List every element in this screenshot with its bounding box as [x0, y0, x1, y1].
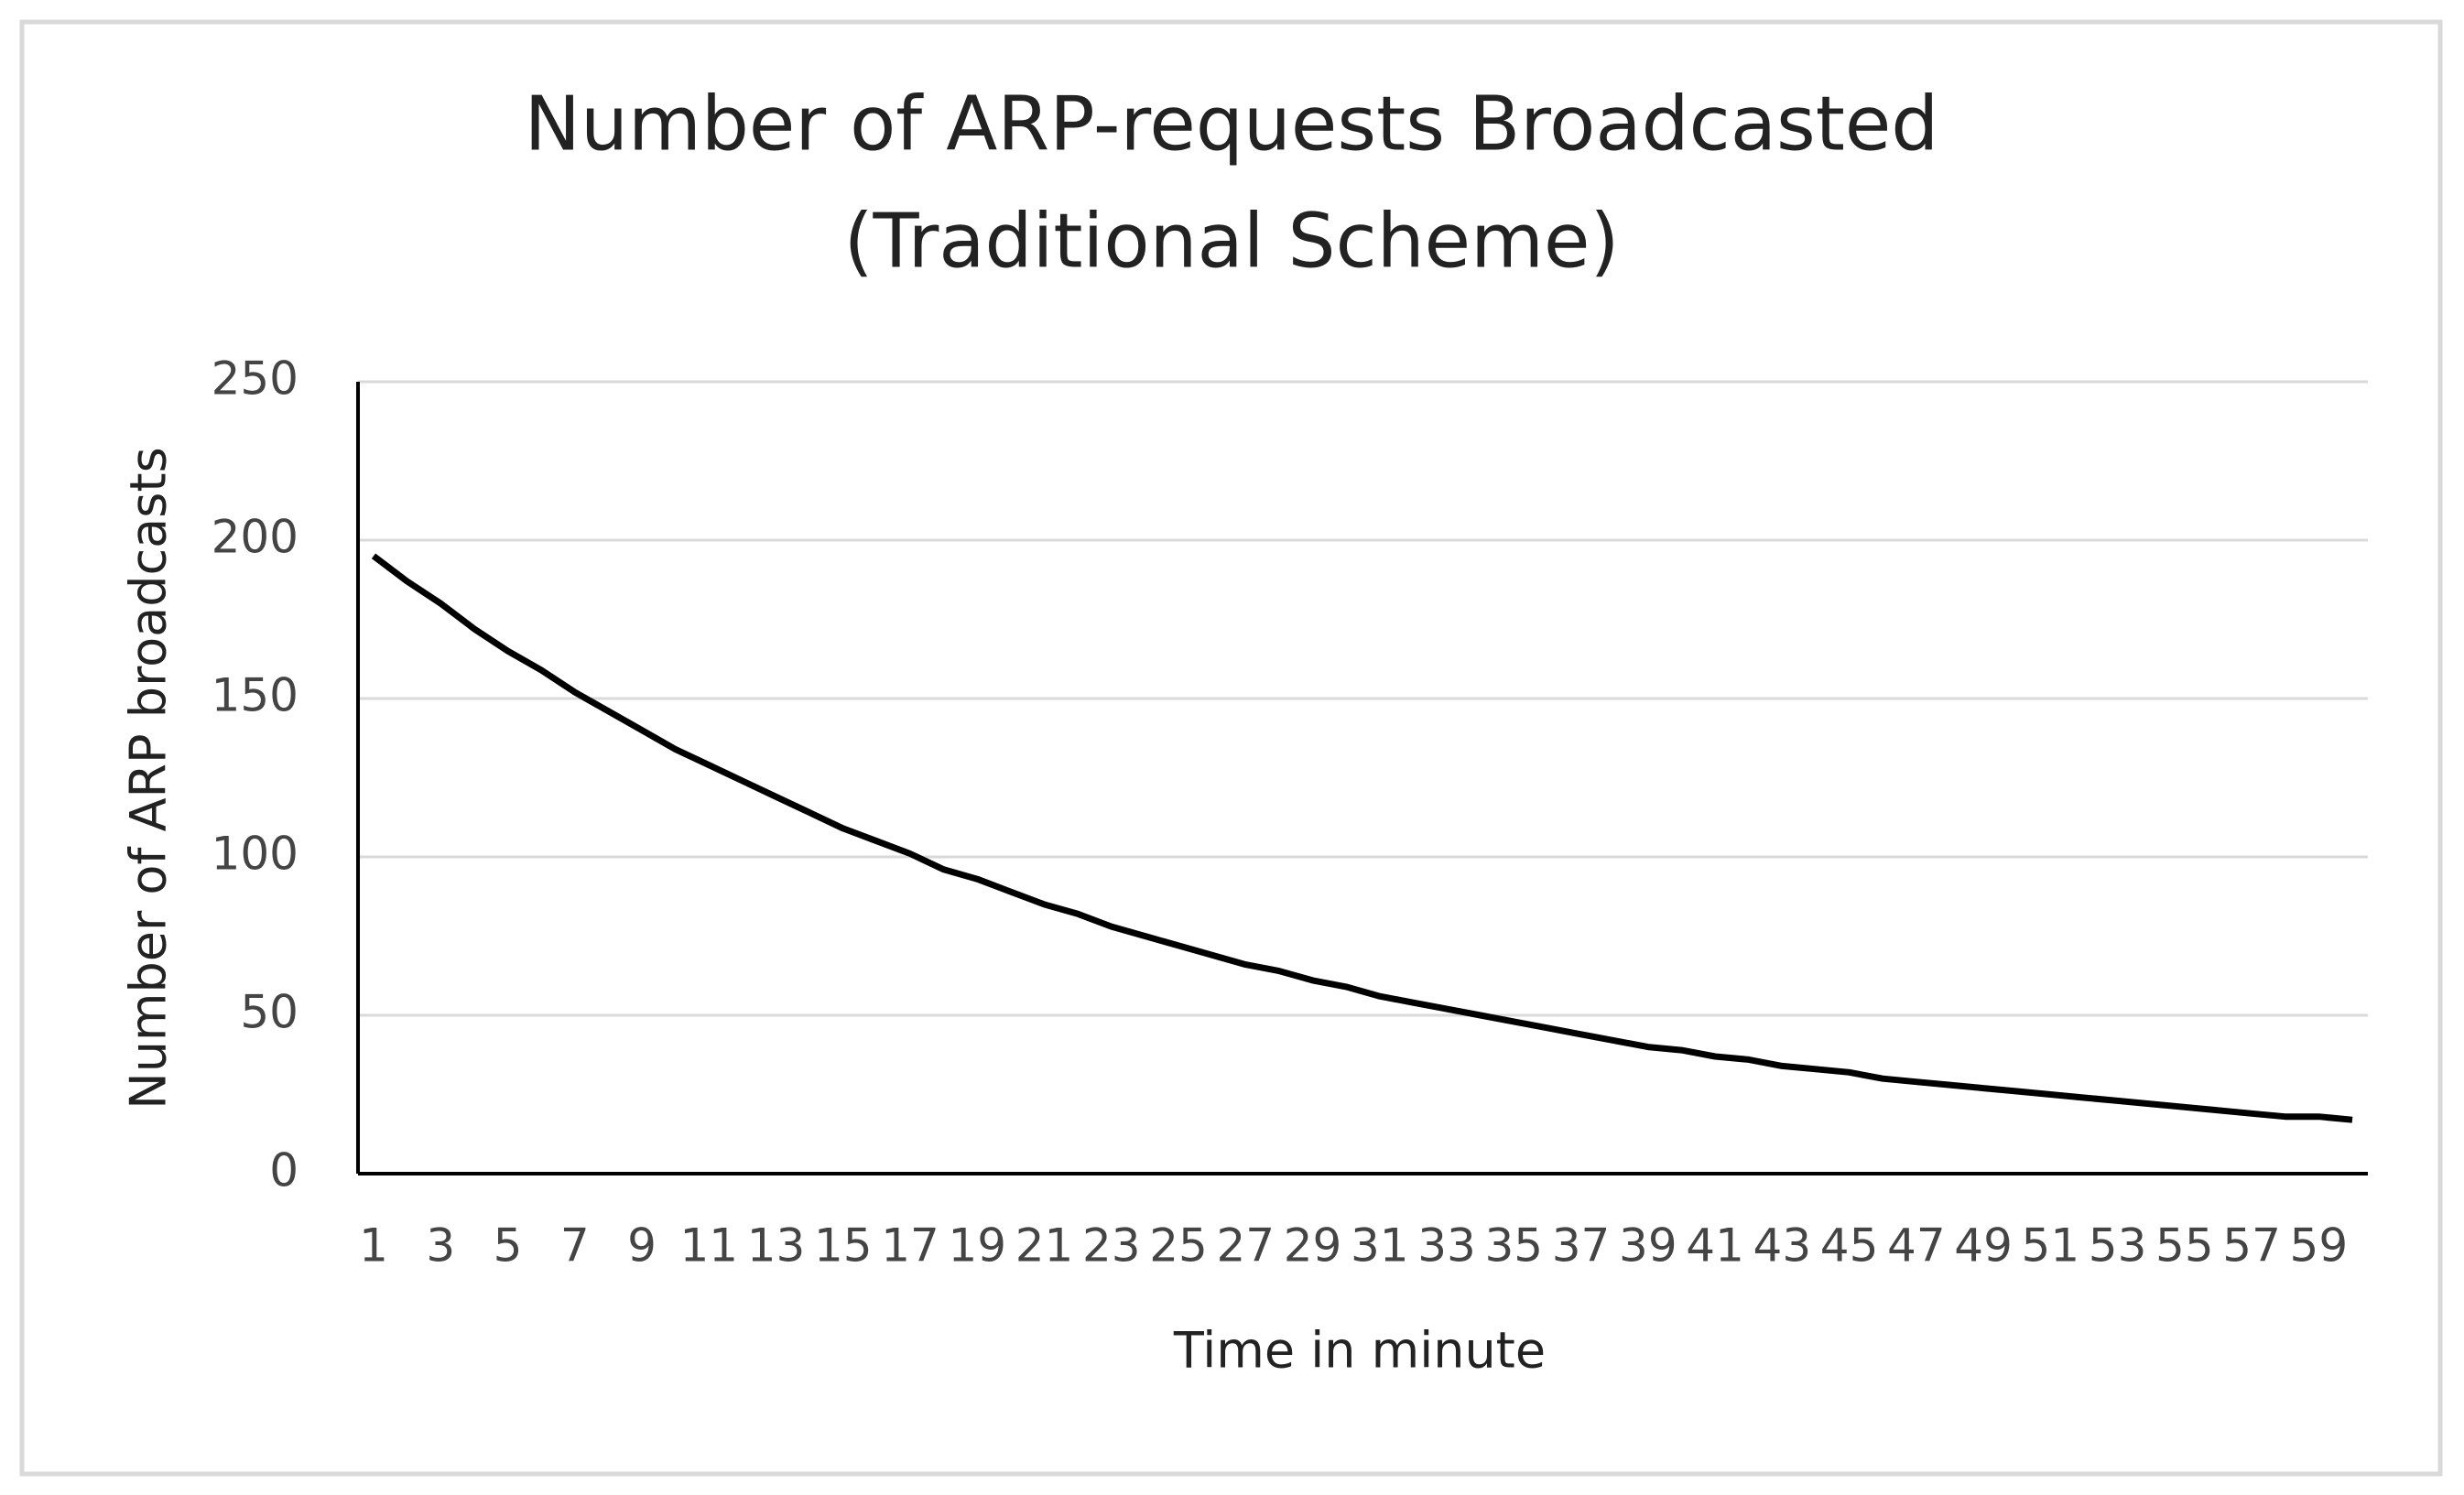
x-tick-label: 25 — [1149, 1219, 1208, 1273]
chart-frame — [19, 19, 2443, 1477]
x-tick-label: 41 — [1686, 1219, 1744, 1273]
x-tick-label: 33 — [1417, 1219, 1476, 1273]
x-tick-label: 7 — [560, 1219, 590, 1273]
x-tick-label: 59 — [2290, 1219, 2349, 1273]
x-tick-label: 3 — [426, 1219, 455, 1273]
y-tick-label: 200 — [212, 511, 299, 564]
x-tick-label: 17 — [881, 1219, 939, 1273]
x-tick-label: 37 — [1552, 1219, 1611, 1273]
x-tick-label: 31 — [1351, 1219, 1409, 1273]
x-tick-label: 15 — [814, 1219, 873, 1273]
x-tick-label: 23 — [1082, 1219, 1141, 1273]
y-tick-label: 50 — [240, 986, 299, 1039]
x-tick-label: 53 — [2089, 1219, 2147, 1273]
x-tick-label: 13 — [747, 1219, 806, 1273]
x-tick-label: 55 — [2155, 1219, 2214, 1273]
x-axis-label: Time in minute — [1173, 1322, 1546, 1380]
y-tick-label: 150 — [212, 669, 299, 722]
y-tick-label: 0 — [269, 1144, 299, 1197]
chart-title: Number of ARP-requests Broadcasted — [525, 81, 1939, 168]
x-tick-label: 27 — [1216, 1219, 1275, 1273]
x-tick-label: 9 — [627, 1219, 657, 1273]
x-tick-label: 57 — [2222, 1219, 2281, 1273]
y-tick-label: 250 — [212, 352, 299, 406]
chart-title: (Traditional Scheme) — [844, 198, 1620, 285]
x-tick-label: 45 — [1820, 1219, 1879, 1273]
x-tick-label: 11 — [679, 1219, 738, 1273]
x-tick-label: 51 — [2022, 1219, 2080, 1273]
x-tick-label: 29 — [1284, 1219, 1342, 1273]
x-tick-label: 43 — [1753, 1219, 1812, 1273]
x-tick-label: 49 — [1954, 1219, 2013, 1273]
y-tick-label: 100 — [212, 828, 299, 881]
x-tick-label: 47 — [1887, 1219, 1946, 1273]
x-tick-label: 19 — [948, 1219, 1006, 1273]
x-tick-label: 35 — [1485, 1219, 1544, 1273]
x-tick-label: 39 — [1619, 1219, 1677, 1273]
x-tick-label: 1 — [359, 1219, 388, 1273]
data-line — [371, 553, 2353, 1123]
y-axis-label: Number of ARP broadcasts — [120, 447, 178, 1109]
x-tick-label: 5 — [494, 1219, 523, 1273]
x-tick-label: 21 — [1015, 1219, 1074, 1273]
